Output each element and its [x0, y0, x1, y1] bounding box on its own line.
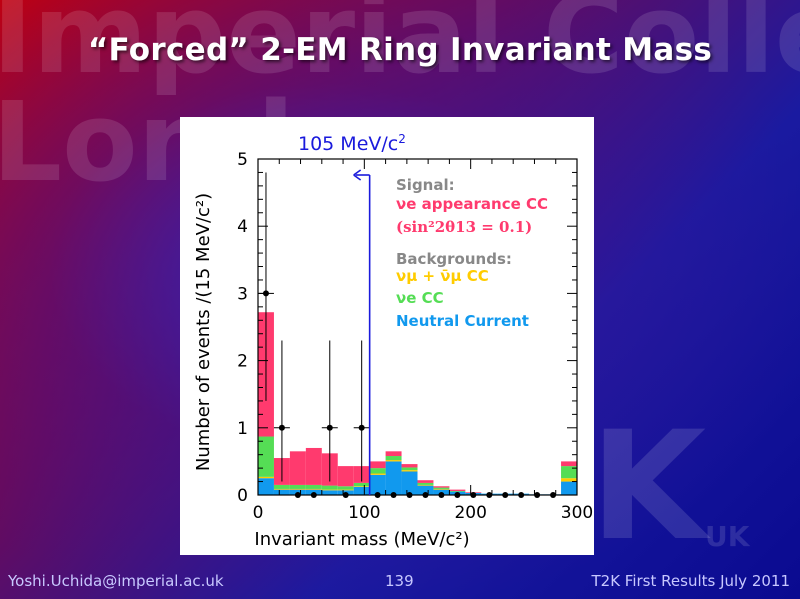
bar-neutral_current-4	[321, 490, 338, 495]
cut-label-value: 105 MeV/c	[298, 133, 398, 155]
data-point-0	[262, 290, 269, 297]
bar-nue_cc-7	[369, 468, 386, 474]
bar-nue_cc-10	[417, 482, 434, 485]
bar-numu_cc-10	[417, 484, 434, 486]
footer-page-number: 139	[385, 572, 414, 590]
invariant-mass-chart: 0 1 2 3 4 5 0 100 200 300 Number of events /(15 M…	[193, 132, 593, 550]
bar-signal_nue_appearance-11	[433, 486, 450, 488]
data-point-18	[550, 492, 557, 498]
data-point-11	[438, 492, 445, 498]
legend-signal-item: νe appearance CC	[396, 195, 548, 213]
bar-numu_cc-8	[385, 460, 402, 462]
footer-event-text: T2K First Results July 2011	[591, 572, 791, 590]
bar-neutral_current-6	[353, 486, 370, 495]
data-point-14	[486, 492, 493, 498]
legend-signal-condition: (sin²2θ13 = 0.1)	[396, 218, 532, 236]
y-axis-label: Number of events /(15 MeV/c²)	[193, 193, 214, 471]
bar-neutral_current-9	[401, 471, 418, 495]
legend-background-heading: Backgrounds:	[396, 250, 512, 268]
bar-signal_nue_appearance-10	[417, 480, 434, 483]
bar-nue_cc-9	[401, 467, 418, 471]
legend: Signal: νe appearance CC (sin²2θ13 = 0.1…	[396, 176, 548, 330]
bar-numu_cc-6	[353, 486, 370, 487]
y-tick-label-4: 4	[237, 217, 248, 237]
t2k-uk-watermark: UK	[705, 520, 750, 553]
bar-numu_cc-4	[321, 489, 338, 491]
bar-numu_cc-0	[258, 476, 274, 479]
data-point-5	[342, 492, 349, 498]
x-tick-label-100: 100	[348, 503, 380, 523]
y-tick-label-3: 3	[237, 284, 248, 304]
data-point-2	[294, 492, 301, 498]
legend-nue-cc: νe CC	[396, 289, 444, 307]
bar-neutral_current-10	[417, 485, 434, 495]
y-tick-label-0: 0	[237, 486, 248, 506]
plot-panel: 0 1 2 3 4 5 0 100 200 300 Number of events /(15 M…	[180, 117, 594, 555]
bar-nue_cc-11	[433, 487, 450, 489]
bar-nue_cc-5	[337, 486, 354, 490]
bar-nue_cc-3	[305, 484, 322, 489]
y-tick-label-5: 5	[237, 150, 248, 170]
bar-numu_cc-5	[337, 489, 354, 491]
bar-numu_cc-19	[561, 478, 577, 482]
data-point-6	[358, 424, 365, 431]
bar-numu_cc-2	[289, 488, 306, 490]
data-point-16	[518, 492, 525, 498]
data-point-9	[406, 492, 413, 498]
data-point-17	[534, 492, 541, 498]
bar-numu_cc-9	[401, 470, 418, 472]
bar-nue_cc-2	[289, 484, 306, 489]
bar-numu_cc-1	[273, 488, 290, 490]
data-point-12	[454, 492, 461, 498]
bar-neutral_current-7	[369, 474, 386, 495]
y-tick-label-1: 1	[237, 419, 248, 439]
data-point-1	[278, 424, 285, 431]
y-tick-label-2: 2	[237, 352, 248, 372]
legend-numu-cc: νμ + ν̄μ CC	[396, 267, 489, 285]
x-axis-label: Invariant mass (MeV/c²)	[254, 529, 469, 550]
bar-nue_cc-4	[321, 485, 338, 490]
cut-label: 105 MeV/c2	[298, 132, 406, 155]
bar-neutral_current-0	[258, 478, 274, 495]
footer-email: Yoshi.Uchida@imperial.ac.uk	[8, 572, 224, 590]
bar-signal_nue_appearance-8	[385, 451, 402, 457]
slide-title: “Forced” 2-EM Ring Invariant Mass	[87, 32, 713, 68]
bar-signal_nue_appearance-19	[561, 461, 577, 467]
bar-signal_nue_appearance-9	[401, 464, 418, 468]
data-point-4	[326, 424, 333, 431]
bar-nue_cc-12	[449, 490, 466, 492]
bar-signal_nue_appearance-3	[305, 447, 322, 485]
bar-signal_nue_appearance-7	[369, 461, 386, 469]
x-tick-label-200: 200	[454, 503, 486, 523]
bar-signal_nue_appearance-12	[449, 489, 466, 491]
bar-numu_cc-7	[369, 473, 386, 475]
cut-label-exponent: 2	[398, 132, 406, 146]
bar-nue_cc-6	[353, 482, 370, 487]
bar-neutral_current-8	[385, 461, 402, 495]
data-point-7	[374, 492, 381, 498]
bar-neutral_current-1	[273, 489, 290, 495]
x-tick-label-300: 300	[561, 503, 593, 523]
bar-nue_cc-1	[273, 484, 290, 489]
legend-signal-heading: Signal:	[396, 176, 455, 194]
data-point-15	[502, 492, 509, 498]
bar-nue_cc-0	[258, 436, 274, 477]
legend-neutral-current: Neutral Current	[396, 312, 529, 330]
data-point-10	[422, 492, 429, 498]
cut-arrow-head-icon	[353, 169, 362, 181]
x-tick-label-0: 0	[253, 503, 264, 523]
bar-nue_cc-19	[561, 466, 577, 479]
t2k-logo-watermark: K	[590, 400, 707, 574]
bar-signal_nue_appearance-2	[289, 451, 306, 485]
bar-signal_nue_appearance-5	[337, 466, 354, 487]
bar-nue_cc-8	[385, 456, 402, 461]
data-point-8	[390, 492, 397, 498]
data-point-13	[470, 492, 477, 498]
bar-neutral_current-19	[561, 481, 577, 495]
bar-numu_cc-3	[305, 488, 322, 490]
watermark-line-1: Imperial College	[0, 0, 800, 98]
plot-frame	[257, 158, 578, 496]
data-point-3	[310, 492, 317, 498]
bar-numu_cc-11	[433, 488, 450, 490]
